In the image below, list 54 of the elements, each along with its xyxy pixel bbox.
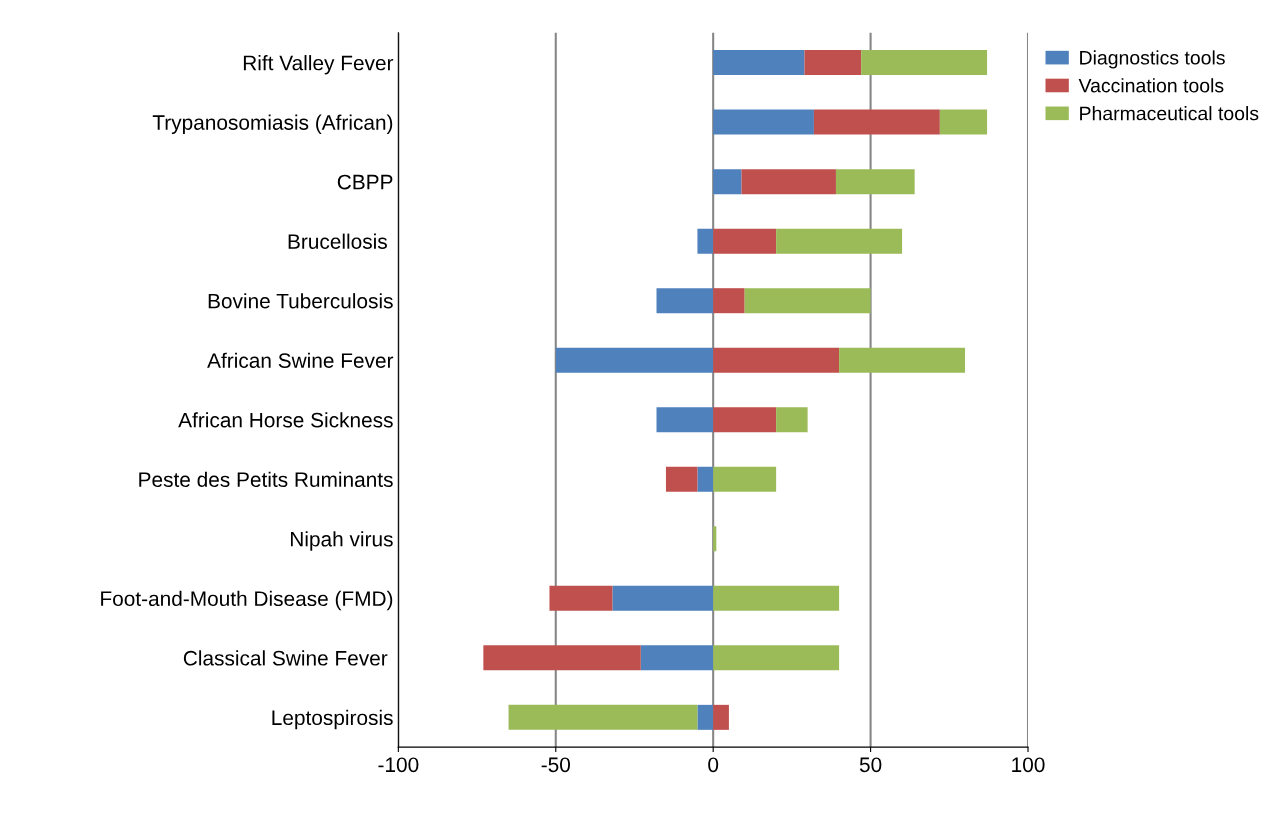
bar (744, 288, 871, 314)
bar (835, 169, 915, 195)
bar (713, 347, 840, 373)
y-tick-label: CBPP (337, 174, 393, 190)
y-tick-label: African Swine Fever (207, 352, 394, 368)
bar (939, 109, 988, 135)
x-tick-label: 100 (1012, 757, 1045, 773)
bar (713, 526, 717, 552)
legend-label: Diagnostics tools (1080, 50, 1225, 69)
bar (549, 585, 613, 611)
y-tick-label: Classical Swine Fever (183, 650, 388, 666)
bar (640, 645, 714, 671)
bar (713, 288, 745, 314)
bar (612, 585, 714, 611)
y-tick-label: African Horse Sickness (178, 412, 393, 428)
y-tick-label: Leptospirosis (272, 709, 393, 730)
bar (697, 228, 714, 254)
x-tick-label: 0 (708, 757, 719, 773)
x-tick-label: -100 (378, 757, 419, 773)
x-tick-label: -50 (541, 757, 570, 773)
bar (697, 466, 714, 492)
bar (713, 109, 814, 135)
bar (697, 704, 714, 730)
bar (483, 645, 641, 671)
bar (713, 645, 840, 671)
bar (713, 585, 840, 611)
bar (713, 228, 777, 254)
y-tick-label: Trypanosomiasis (African) (152, 114, 393, 134)
bar (861, 50, 988, 76)
bar (656, 407, 714, 433)
bar (776, 228, 903, 254)
bar (665, 466, 698, 492)
bar (804, 50, 862, 76)
bar (555, 347, 714, 373)
x-tick-label: 50 (859, 757, 882, 773)
bar (713, 169, 742, 195)
y-tick-label: Nipah virus (291, 531, 393, 551)
bar (741, 169, 836, 195)
y-tick-label: Bovine Tuberculosis (208, 293, 393, 309)
y-tick-label: Foot-and-Mouth Disease (FMD) (101, 590, 393, 611)
y-tick-label: Brucellosis (288, 233, 387, 249)
legend-label: Vaccination tools (1078, 78, 1224, 93)
y-tick-label: Rift Valley Fever (243, 55, 394, 75)
bar (713, 704, 729, 730)
legend-label: Pharmaceutical tools (1080, 106, 1259, 121)
bar (508, 704, 698, 730)
bar (713, 50, 805, 76)
bar (813, 109, 940, 135)
bar (713, 466, 777, 492)
bar (713, 407, 777, 433)
y-tick-label: Peste des Petits Ruminants (139, 471, 393, 488)
bar (656, 288, 714, 314)
bar (839, 347, 966, 373)
bar (776, 407, 808, 433)
